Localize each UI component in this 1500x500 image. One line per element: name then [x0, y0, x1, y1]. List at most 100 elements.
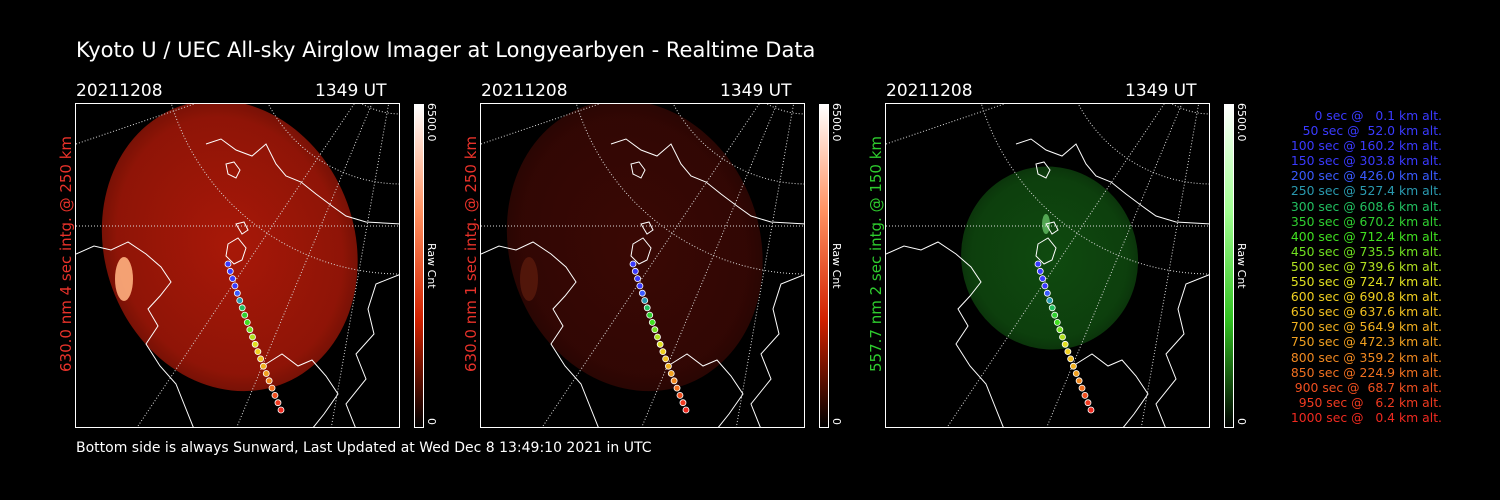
coastline-group — [481, 138, 804, 427]
coastline — [1155, 274, 1209, 427]
trajectory-point — [638, 289, 646, 297]
coastline — [225, 237, 247, 265]
trajectory-point — [1070, 362, 1077, 370]
legend-item: 100 sec @ 160.2 km alt. — [1290, 138, 1442, 154]
panel-3-colorbar-unit: Raw Cnt — [1235, 243, 1248, 289]
trajectory-point — [226, 267, 234, 275]
coastline-group — [886, 138, 1209, 427]
coastline — [750, 274, 804, 427]
panel-3-time: 1349 UT — [1125, 81, 1197, 101]
panel-2-colorbar-unit: Raw Cnt — [830, 243, 843, 289]
trajectory-point — [670, 377, 678, 385]
panel-3-label: 557.7 nm 2 sec intg. @ 150 km — [867, 135, 885, 372]
trajectory-point — [676, 391, 684, 399]
trajectory — [224, 260, 285, 414]
coastline — [235, 221, 249, 235]
meridian-line — [886, 104, 1006, 145]
panel-1-time: 1349 UT — [315, 81, 387, 101]
panel-1-colorbar-max: 6500.0 — [425, 103, 438, 142]
trajectory-point — [1072, 370, 1080, 377]
legend-item: 50 sec @ 52.0 km alt. — [1302, 123, 1442, 139]
trajectory-point — [641, 297, 649, 304]
panel-1-label: 630.0 nm 4 sec intg. @ 250 km — [57, 135, 75, 372]
trajectory-point — [662, 355, 670, 363]
trajectory-point — [246, 326, 254, 334]
legend-item: 900 sec @ 68.7 km alt. — [1294, 379, 1442, 395]
coastline — [1045, 221, 1059, 235]
coastline — [1035, 237, 1057, 265]
trajectory-point — [654, 333, 661, 341]
trajectory-point — [265, 377, 273, 385]
trajectory-point — [236, 297, 244, 304]
trajectory-point — [1084, 399, 1092, 407]
coastline — [630, 161, 646, 179]
coastline — [630, 237, 652, 265]
trajectory-point — [659, 348, 667, 356]
trajectory-point — [1059, 333, 1066, 341]
trajectory-point — [1043, 289, 1051, 297]
panel-1-date: 20211208 — [76, 81, 163, 101]
coastline — [610, 138, 804, 225]
latitude-circle — [1077, 104, 1209, 185]
coastline — [76, 241, 194, 427]
trajectory-point — [643, 304, 651, 312]
latitude-longitude-grid — [886, 104, 1209, 427]
trajectory-point — [1048, 304, 1056, 312]
panel-3-colorbar — [1224, 104, 1234, 428]
sky-image — [506, 104, 763, 392]
trajectory-point — [229, 275, 236, 283]
trajectory-point — [1087, 406, 1095, 414]
trajectory-point — [260, 362, 267, 370]
legend-item: 700 sec @ 564.9 km alt. — [1290, 319, 1442, 335]
trajectory-point — [651, 326, 659, 334]
trajectory-point — [1061, 340, 1069, 348]
sky-image — [961, 166, 1139, 350]
trajectory-point — [233, 289, 241, 297]
trajectory-point — [1081, 391, 1089, 399]
legend-item: 150 sec @ 303.8 km alt. — [1290, 153, 1442, 169]
trajectory-point — [1034, 260, 1042, 268]
coastline-group — [76, 138, 399, 427]
footer-status: Bottom side is always Sunward, Last Upda… — [76, 440, 652, 456]
trajectory-legend: 0 sec @ 0.1 km alt. 50 sec @ 52.0 km alt.… — [1291, 108, 1442, 425]
legend-item: 200 sec @ 426.0 km alt. — [1290, 168, 1442, 184]
trajectory-point — [667, 370, 675, 377]
trajectory-point — [648, 318, 656, 326]
coastline — [481, 241, 599, 427]
aurora-patch — [115, 257, 133, 301]
coastline — [1035, 161, 1051, 179]
trajectory-point — [1067, 355, 1075, 363]
panel-3-map-svg — [886, 104, 1209, 427]
page-title: Kyoto U / UEC All-sky Airglow Imager at … — [76, 38, 816, 62]
aurora-patch — [520, 257, 538, 301]
trajectory-point — [1075, 377, 1083, 385]
trajectory-point — [241, 311, 249, 319]
coastline — [640, 221, 654, 235]
panel-3-colorbar-min: 0 — [1235, 418, 1248, 425]
trajectory-point — [634, 275, 641, 283]
trajectory-point — [1078, 384, 1086, 392]
meridian-line — [946, 104, 1165, 427]
panel-3-colorbar-max: 6500.0 — [1235, 103, 1248, 142]
legend-item: 500 sec @ 739.6 km alt. — [1290, 258, 1442, 274]
legend-item: 350 sec @ 670.2 km alt. — [1290, 213, 1442, 229]
panel-2-colorbar-min: 0 — [830, 418, 843, 425]
coastline — [205, 138, 399, 225]
legend-item: 300 sec @ 608.6 km alt. — [1290, 198, 1442, 214]
panel-1-map-svg — [76, 104, 399, 427]
sky-image — [101, 104, 358, 392]
trajectory-point — [243, 318, 251, 326]
trajectory-point — [224, 260, 232, 268]
coastline — [1015, 138, 1209, 225]
coastline — [225, 161, 241, 179]
panel-1-image — [75, 103, 400, 428]
latitude-longitude-grid — [481, 104, 804, 427]
trajectory-point — [1046, 297, 1054, 304]
legend-item: 400 sec @ 712.4 km alt. — [1290, 228, 1442, 244]
trajectory-point — [277, 406, 285, 414]
panel-1-colorbar-min: 0 — [425, 418, 438, 425]
trajectory-point — [1053, 318, 1061, 326]
legend-item: 800 sec @ 359.2 km alt. — [1290, 349, 1442, 365]
trajectory-point — [636, 282, 644, 290]
trajectory-point — [238, 304, 246, 312]
